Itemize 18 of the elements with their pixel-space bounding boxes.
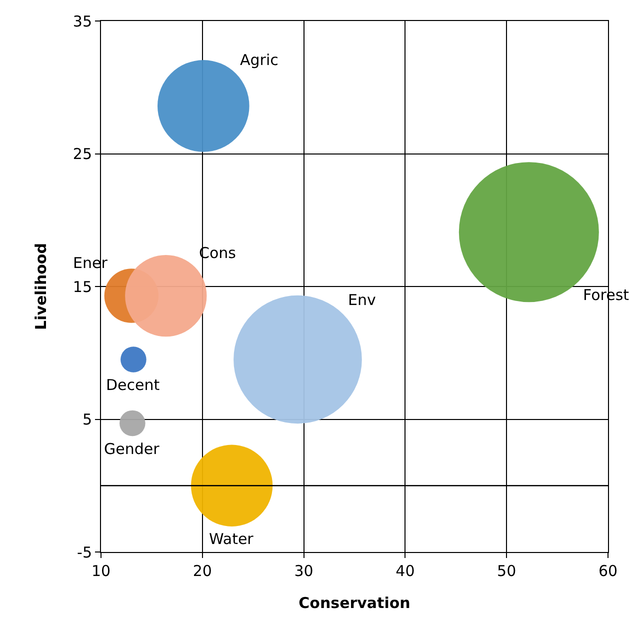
x-tick-label: 60 [598, 562, 618, 580]
x-tick-label: 50 [497, 562, 516, 580]
series-label: Agric [240, 51, 278, 69]
y-tick-label: 25 [72, 145, 92, 163]
x-tick-label: 40 [396, 562, 415, 580]
x-tick-label: 20 [192, 562, 212, 580]
y-tick-label: 15 [72, 278, 92, 296]
x-tick-label: 10 [91, 562, 111, 580]
y-tick-label: -5 [77, 543, 92, 562]
x-axis-title: Conservation [298, 594, 410, 612]
x-tick-label: 30 [294, 562, 314, 580]
y-tick-label: 5 [82, 410, 92, 428]
series-label: Gender [104, 440, 160, 458]
y-axis-title: Livelihood [32, 243, 50, 330]
series-label: Env [348, 291, 376, 309]
series-label: Decent [106, 376, 160, 394]
series-label: Water [209, 530, 254, 548]
y-tick-label: 35 [72, 12, 92, 30]
